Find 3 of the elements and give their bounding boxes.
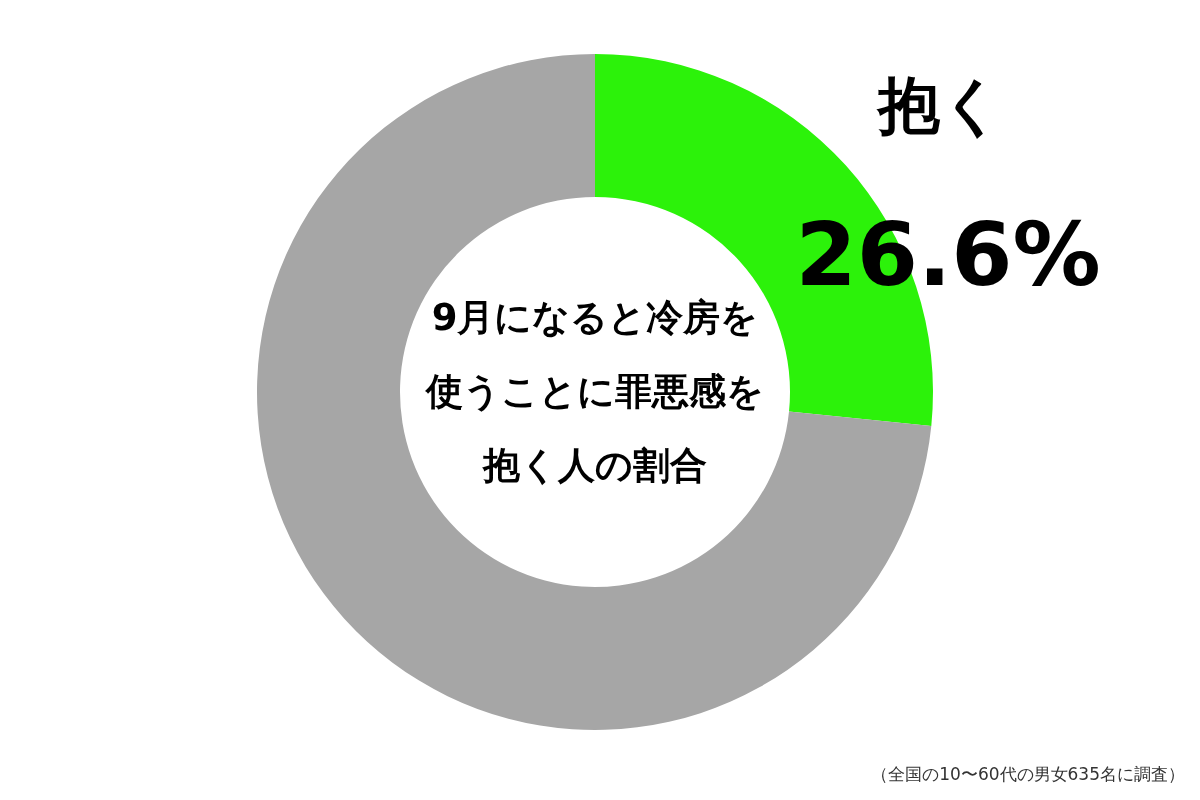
text: 9月になると冷房を使うことに罪悪感を抱く人の割合 [424, 296, 764, 487]
slice-label: 抱く [875, 69, 1003, 143]
text: （全国の10〜60代の男女635名に調査） [871, 764, 1185, 784]
